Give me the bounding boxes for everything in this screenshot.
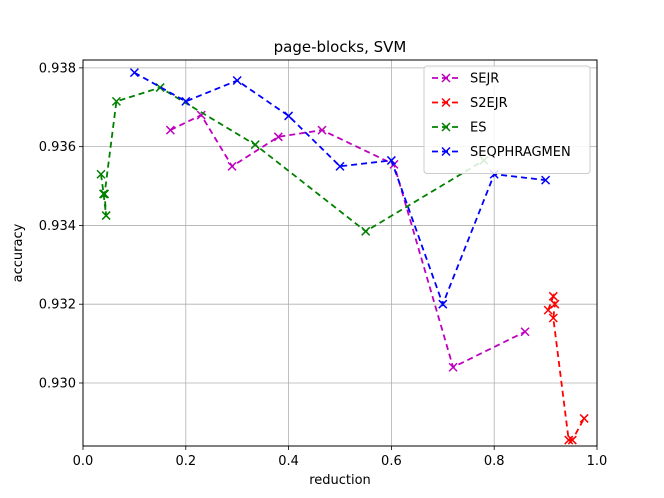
series-layer [96, 68, 589, 445]
data-point-s2ejr [579, 413, 589, 423]
y-tick-label: 0.934 [39, 219, 76, 234]
data-point-es [111, 96, 121, 106]
legend-marker-sejr [441, 73, 451, 83]
legend-marker-es [441, 122, 451, 132]
x-axis-label: reduction [309, 473, 371, 488]
legend-label-seqphragmen: SEQPHRAGMEN [470, 145, 571, 160]
y-tick-label: 0.932 [39, 298, 76, 313]
legend-label-sejr: SEJR [470, 72, 499, 87]
y-tick-label: 0.938 [39, 61, 76, 76]
data-point-s2ejr [567, 435, 577, 445]
data-point-sejr [227, 161, 237, 171]
plot-frame [82, 59, 598, 447]
data-point-es [96, 169, 106, 179]
data-point-seqphragmen [232, 75, 242, 86]
data-point-sejr [196, 110, 206, 120]
data-point-sejr [273, 132, 283, 142]
data-point-es [361, 226, 371, 236]
data-point-es [100, 189, 110, 199]
data-point-s2ejr [564, 435, 574, 445]
chart-title: page-blocks, SVM [274, 38, 407, 56]
data-point-seqphragmen [438, 299, 448, 309]
data-point-s2ejr [548, 291, 558, 301]
data-point-sejr [165, 125, 175, 135]
data-point-s2ejr [550, 299, 560, 309]
data-point-es [101, 211, 111, 221]
data-point-s2ejr [548, 313, 558, 323]
data-point-seqphragmen [129, 68, 139, 78]
series-line-sejr [170, 113, 526, 369]
legend-marker-s2ejr [441, 97, 451, 108]
data-point-es [250, 140, 260, 150]
y-axis-label: accuracy [11, 223, 26, 282]
data-point-sejr [317, 125, 327, 135]
ticks: 0.0 0.2 0.4 0.6 0.8 1.0 0.930 0.932 0.934 0.936 0.… [39, 61, 608, 469]
data-point-seqphragmen [386, 155, 396, 165]
data-point-seqphragmen [335, 161, 345, 171]
x-tick-label: 0.0 [73, 454, 94, 469]
y-tick-label: 0.936 [39, 140, 76, 155]
x-tick-label: 1.0 [587, 454, 608, 469]
x-tick-label: 0.4 [278, 454, 299, 469]
x-tick-label: 0.6 [381, 454, 402, 469]
x-tick-label: 0.8 [484, 454, 505, 469]
legend: SEJR S2EJR ES SEQPHRAGMEN [423, 65, 591, 174]
legend-marker-seqphragmen [441, 146, 451, 157]
x-tick-label: 0.2 [175, 454, 196, 469]
data-point-es [155, 83, 165, 93]
series-s2ejr [543, 291, 589, 445]
data-point-seqphragmen [541, 175, 551, 185]
series-es [96, 83, 489, 236]
legend-label-s2ejr: S2EJR [470, 96, 508, 111]
data-point-seqphragmen [284, 111, 294, 121]
data-point-seqphragmen [181, 96, 191, 106]
legend-label-es: ES [470, 121, 486, 136]
y-tick-label: 0.930 [39, 376, 76, 391]
data-point-sejr [520, 327, 530, 337]
data-point-sejr [448, 362, 458, 372]
series-sejr [165, 110, 530, 372]
legend-box [423, 65, 591, 174]
